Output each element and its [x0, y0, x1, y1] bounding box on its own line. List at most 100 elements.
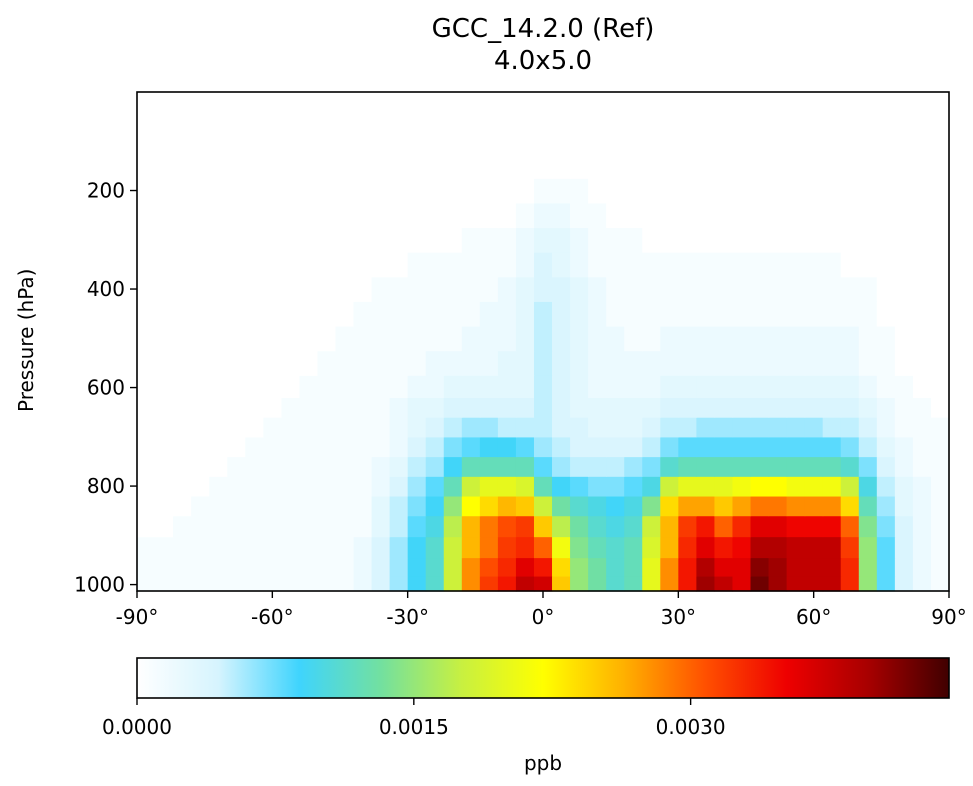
- heatmap-cell: [407, 301, 427, 327]
- heatmap-cell: [804, 92, 824, 130]
- heatmap-cell: [281, 128, 300, 155]
- heatmap-cell: [335, 227, 355, 253]
- heatmap-cell: [696, 456, 716, 477]
- colorbar-tick-label: 0.0030: [656, 715, 726, 739]
- heatmap-cell: [750, 325, 770, 352]
- heatmap-cell: [245, 575, 264, 592]
- heatmap-cell: [137, 128, 156, 155]
- heatmap-cell: [407, 227, 427, 253]
- heatmap-cell: [588, 325, 607, 352]
- heatmap-cell: [822, 557, 842, 577]
- colorbar-tick-label: 0.0015: [379, 715, 449, 739]
- heatmap-cell: [173, 495, 192, 517]
- heatmap-cell: [173, 325, 192, 352]
- heatmap-cell: [750, 476, 770, 497]
- heatmap-cell: [552, 202, 571, 229]
- heatmap-cell: [245, 202, 264, 229]
- heatmap-cell: [552, 325, 571, 352]
- heatmap-cell: [263, 350, 282, 376]
- heatmap-cell: [840, 276, 860, 302]
- heatmap-cell: [570, 436, 589, 458]
- heatmap-cell: [750, 153, 770, 179]
- heatmap-cell: [389, 536, 409, 559]
- heatmap-cell: [858, 153, 878, 179]
- heatmap-cell: [696, 375, 716, 399]
- heatmap-cell: [804, 252, 824, 278]
- heatmap-cell: [263, 276, 282, 302]
- heatmap-cell: [155, 325, 174, 352]
- heatmap-cell: [407, 375, 427, 399]
- heatmap-cell: [660, 252, 679, 278]
- heatmap-cell: [570, 557, 589, 577]
- heatmap-cell: [714, 153, 734, 179]
- heatmap-cell: [894, 153, 914, 179]
- heatmap-cell: [389, 515, 409, 538]
- heatmap-cell: [173, 252, 192, 278]
- heatmap-cell: [407, 92, 427, 130]
- heatmap-cell: [876, 178, 896, 204]
- heatmap-cell: [191, 92, 210, 130]
- heatmap-cell: [642, 515, 661, 538]
- heatmap-cell: [515, 153, 535, 179]
- heatmap-cell: [137, 202, 156, 229]
- heatmap-cell: [533, 227, 553, 253]
- heatmap-cell: [425, 325, 445, 352]
- heatmap-cell: [497, 276, 517, 302]
- heatmap-cell: [317, 252, 337, 278]
- heatmap-cell: [191, 178, 210, 204]
- heatmap-cell: [533, 252, 553, 278]
- heatmap-cell: [389, 417, 409, 438]
- heatmap-cell: [515, 557, 535, 577]
- heatmap-cell: [479, 178, 499, 204]
- heatmap-cell: [353, 476, 373, 497]
- heatmap-cell: [696, 536, 716, 559]
- heatmap-cell: [443, 536, 463, 559]
- heatmap-cell: [588, 128, 607, 155]
- heatmap-cell: [732, 536, 752, 559]
- heatmap-cell: [732, 375, 752, 399]
- heatmap-cell: [335, 92, 355, 130]
- heatmap-cell: [389, 375, 409, 399]
- heatmap-cell: [515, 227, 535, 253]
- heatmap-cell: [930, 417, 950, 438]
- heatmap-cell: [768, 178, 788, 204]
- heatmap-cell: [678, 178, 697, 204]
- heatmap-cell: [804, 417, 824, 438]
- heatmap-cell: [876, 397, 896, 418]
- heatmap-cell: [461, 456, 481, 477]
- heatmap-cell: [786, 92, 806, 130]
- heatmap-cell: [335, 575, 355, 592]
- heatmap-cell: [840, 575, 860, 592]
- heatmap-cell: [497, 301, 517, 327]
- heatmap-cell: [732, 276, 752, 302]
- heatmap-cell: [461, 495, 481, 517]
- heatmap-cell: [317, 536, 337, 559]
- heatmap-cell: [371, 276, 391, 302]
- heatmap-cell: [660, 495, 679, 517]
- heatmap-cell: [930, 436, 950, 458]
- heatmap-cell: [155, 557, 174, 577]
- heatmap-cell: [804, 227, 824, 253]
- heatmap-cell: [353, 325, 373, 352]
- heatmap-cell: [894, 495, 914, 517]
- heatmap-cell: [461, 202, 481, 229]
- heatmap-cell: [912, 252, 932, 278]
- heatmap-cell: [479, 202, 499, 229]
- heatmap-cell: [552, 456, 571, 477]
- heatmap-cell: [533, 128, 553, 155]
- heatmap-cell: [732, 397, 752, 418]
- heatmap-cell: [876, 557, 896, 577]
- heatmap-cell: [786, 227, 806, 253]
- heatmap-cell: [497, 456, 517, 477]
- heatmap-cell: [768, 375, 788, 399]
- heatmap-cell: [876, 575, 896, 592]
- heatmap-cell: [570, 227, 589, 253]
- heatmap-cell: [678, 375, 697, 399]
- heatmap-cell: [606, 456, 625, 477]
- heatmap-cell: [858, 178, 878, 204]
- heatmap-cell: [606, 476, 625, 497]
- heatmap-cell: [768, 397, 788, 418]
- heatmap-cell: [894, 375, 914, 399]
- heatmap-cell: [912, 92, 932, 130]
- heatmap-cell: [732, 227, 752, 253]
